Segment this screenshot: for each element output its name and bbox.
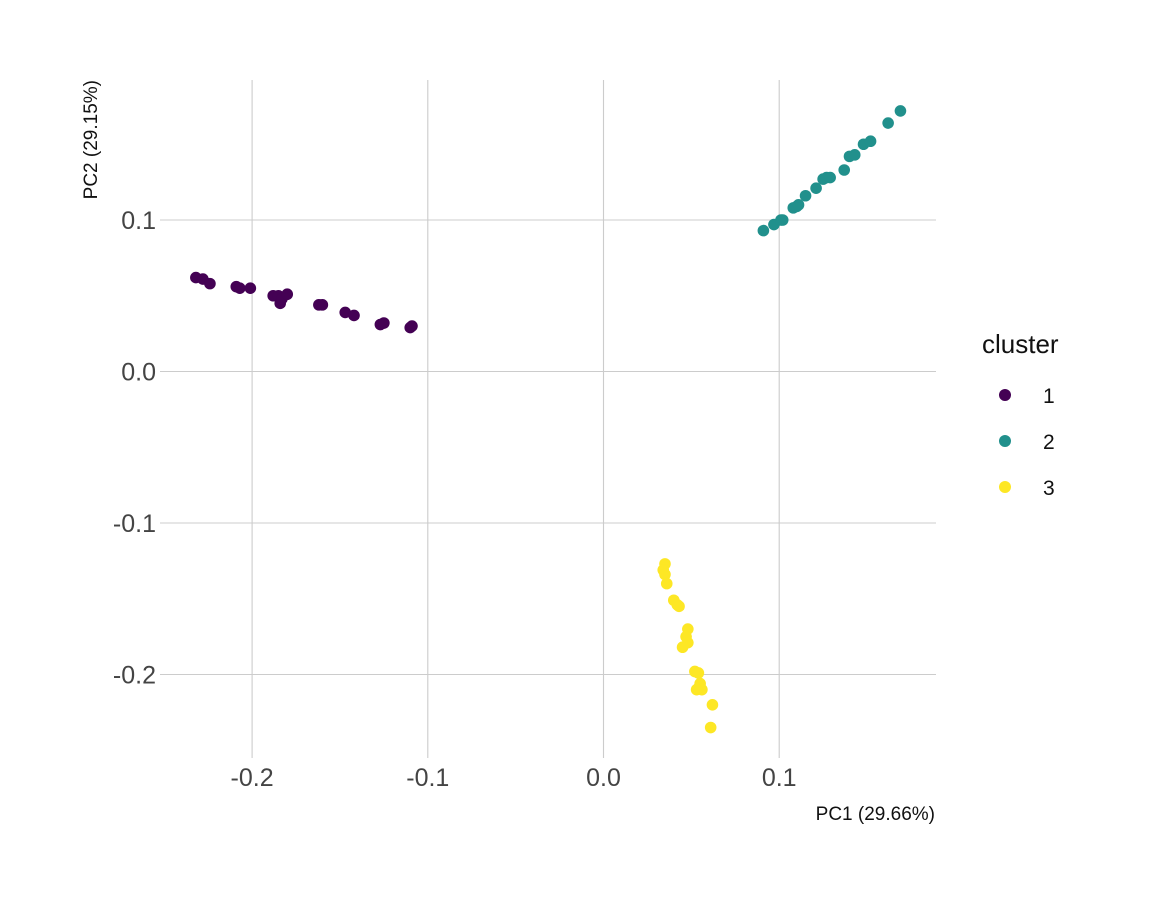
data-point-cluster-2 xyxy=(848,149,861,161)
data-point-cluster-1 xyxy=(281,288,294,301)
legend-key-3 xyxy=(999,481,1011,493)
data-points xyxy=(190,105,907,734)
y-tick-label: -0.1 xyxy=(113,510,156,538)
data-point-cluster-2 xyxy=(894,105,907,117)
data-point-cluster-1 xyxy=(234,282,246,294)
data-point-cluster-2 xyxy=(824,171,836,184)
x-tick-label: -0.2 xyxy=(231,764,274,792)
y-tick-label: -0.2 xyxy=(113,662,156,690)
data-point-cluster-1 xyxy=(244,282,257,294)
data-point-cluster-3 xyxy=(690,683,703,696)
data-point-cluster-1 xyxy=(378,317,390,329)
data-point-cluster-2 xyxy=(757,224,770,237)
y-tick-label: 0.1 xyxy=(121,207,156,235)
x-tick-label: 0.0 xyxy=(586,764,621,792)
data-point-cluster-1 xyxy=(348,309,360,322)
data-point-cluster-2 xyxy=(838,164,851,176)
data-point-cluster-3 xyxy=(676,641,689,654)
data-point-cluster-1 xyxy=(316,299,329,311)
data-point-cluster-2 xyxy=(799,189,812,202)
legend-label-2: 2 xyxy=(1043,431,1055,454)
x-tick-label: 0.1 xyxy=(762,764,797,792)
x-tick-label: -0.1 xyxy=(406,764,449,792)
data-point-cluster-1 xyxy=(339,306,352,319)
data-point-cluster-2 xyxy=(882,117,894,129)
data-point-cluster-3 xyxy=(659,568,671,581)
legend-label-1: 1 xyxy=(1043,385,1055,408)
data-point-cluster-2 xyxy=(776,214,789,226)
x-axis-title: PC1 (29.66%) xyxy=(816,804,935,825)
data-point-cluster-3 xyxy=(673,600,685,613)
data-point-cluster-2 xyxy=(792,199,805,211)
grid-lines xyxy=(160,80,936,758)
x-axis-ticks: -0.2 -0.1 0.0 0.1 xyxy=(231,764,797,792)
data-point-cluster-2 xyxy=(864,135,877,148)
data-point-cluster-3 xyxy=(706,699,719,711)
y-axis-title: PC2 (29.15%) xyxy=(81,80,102,199)
data-point-cluster-3 xyxy=(692,667,705,679)
y-tick-label: 0.0 xyxy=(121,359,156,387)
data-point-cluster-2 xyxy=(810,182,822,194)
data-point-cluster-1 xyxy=(406,320,418,332)
legend-key-1 xyxy=(999,389,1011,401)
y-axis-ticks: 0.1 0.0 -0.1 -0.2 xyxy=(113,207,156,690)
legend-key-2 xyxy=(999,435,1011,447)
data-point-cluster-1 xyxy=(204,277,216,290)
legend: cluster 1 2 3 xyxy=(982,329,1059,500)
data-point-cluster-3 xyxy=(704,721,717,734)
legend-title: cluster xyxy=(982,329,1059,359)
legend-label-3: 3 xyxy=(1043,477,1055,500)
data-point-cluster-3 xyxy=(660,577,673,590)
